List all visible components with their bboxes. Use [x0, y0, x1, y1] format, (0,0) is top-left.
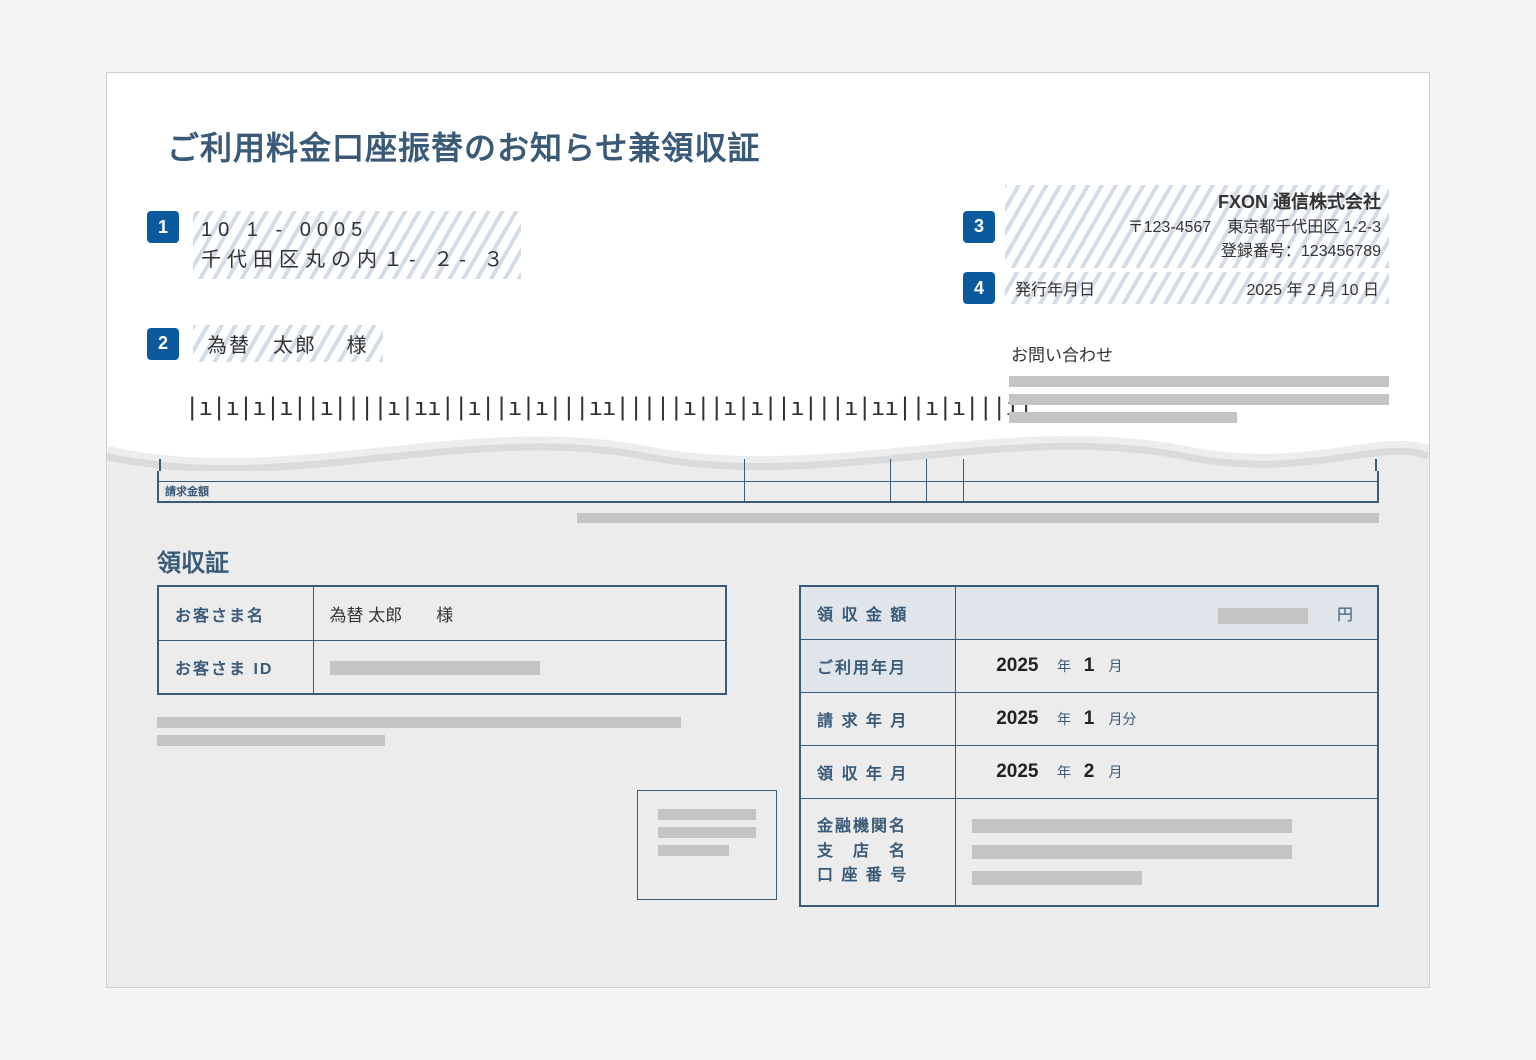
issuer-info: FXON 通信株式会社 〒123-4567 東京都千代田区 1-2-3 登録番号…: [1005, 185, 1389, 268]
issue-date-box: 発行年月日 2025 年 2 月 10 日: [1005, 272, 1389, 304]
marker-1: 1: [147, 211, 179, 243]
redacted-line: [658, 827, 756, 838]
billing-amount-label: 請求金額: [159, 483, 209, 499]
issuer-registration: 登録番号：123456789: [1013, 240, 1381, 264]
recipient-address-block: 1 10 1 - 0005 千代田区丸の内１- ２- ３: [147, 211, 521, 279]
recipient-address-line: 千代田区丸の内１- ２- ３: [201, 245, 509, 275]
redacted-line: [577, 513, 1379, 523]
notes-block: [157, 717, 727, 746]
marker-4: 4: [963, 272, 995, 304]
usage-period-value: 2025 年 1 月: [955, 640, 1378, 693]
receipt-title: 領収証: [157, 543, 229, 578]
contact-block: お問い合わせ: [1009, 341, 1389, 430]
table-row: 領 収 年 月 2025 年 2 月: [800, 746, 1378, 799]
receipt-left-panel: お客さま名 為替 太郎 様 お客さま ID: [157, 585, 727, 753]
issuer-block: 3 FXON 通信株式会社 〒123-4567 東京都千代田区 1-2-3 登録…: [963, 185, 1389, 304]
billing-table-fragment: 請求金額: [157, 471, 1379, 503]
receipt-period-label: 領 収 年 月: [800, 746, 955, 799]
table-row: お客さま名 為替 太郎 様: [158, 586, 726, 641]
issue-date-label: 発行年月日: [1015, 276, 1095, 300]
issuer-company: FXON 通信株式会社: [1013, 189, 1381, 216]
account-number-label: 口 座 番 号: [817, 864, 939, 889]
document-page: ご利用料金口座振替のお知らせ兼領収証 1 10 1 - 0005 千代田区丸の内…: [106, 72, 1430, 988]
contact-label: お問い合わせ: [1009, 341, 1389, 366]
receipt-amount-label: 領 収 金 額: [800, 586, 955, 640]
marker-3: 3: [963, 211, 995, 243]
bank-info-labels: 金融機関名 支 店 名 口 座 番 号: [800, 799, 955, 907]
issuer-address: 〒123-4567 東京都千代田区 1-2-3: [1013, 216, 1381, 240]
usage-period-label: ご利用年月: [800, 640, 955, 693]
billing-period-value: 2025 年 1 月分: [955, 693, 1378, 746]
table-row: お客さま ID: [158, 641, 726, 695]
table-row: 領 収 金 額 円: [800, 586, 1378, 640]
customer-name-value: 為替 太郎 様: [313, 586, 726, 641]
bank-info-values: [955, 799, 1378, 907]
redacted-line: [157, 717, 681, 728]
branch-name-label: 支 店 名: [817, 840, 939, 865]
billing-period-label: 請 求 年 月: [800, 693, 955, 746]
redacted-line: [1009, 376, 1389, 387]
marker-2: 2: [147, 328, 179, 360]
issue-date-row: 4 発行年月日 2025 年 2 月 10 日: [963, 272, 1389, 304]
bank-name-label: 金融機関名: [817, 815, 939, 840]
customer-id-label: お客さま ID: [158, 641, 313, 695]
issuer-info-row: 3 FXON 通信株式会社 〒123-4567 東京都千代田区 1-2-3 登録…: [963, 185, 1389, 268]
receipt-amount-value: 円: [955, 586, 1378, 640]
table-row: 請 求 年 月 2025 年 1 月分: [800, 693, 1378, 746]
customer-id-value: [313, 641, 726, 695]
redacted-line: [157, 735, 385, 746]
redacted-line: [658, 809, 756, 820]
redacted-line: [1009, 412, 1237, 423]
upper-section: ご利用料金口座振替のお知らせ兼領収証 1 10 1 - 0005 千代田区丸の内…: [107, 73, 1429, 453]
redacted-line: [1009, 394, 1389, 405]
yen-unit: 円: [1337, 607, 1353, 624]
recipient-name: 為替 太郎 様: [193, 325, 383, 362]
stamp-box: [637, 790, 777, 900]
recipient-name-block: 2 為替 太郎 様: [147, 325, 383, 362]
table-row: 金融機関名 支 店 名 口 座 番 号: [800, 799, 1378, 907]
issue-date-value: 2025 年 2 月 10 日: [1246, 276, 1379, 300]
recipient-address: 10 1 - 0005 千代田区丸の内１- ２- ３: [193, 211, 521, 279]
receipt-right-panel: 領 収 金 額 円 ご利用年月 2025 年: [799, 585, 1379, 907]
customer-table: お客さま名 為替 太郎 様 お客さま ID: [157, 585, 727, 695]
document-title: ご利用料金口座振替のお知らせ兼領収証: [167, 123, 1369, 169]
customer-name-label: お客さま名: [158, 586, 313, 641]
recipient-postal: 10 1 - 0005: [201, 215, 509, 245]
receipt-table: 領 収 金 額 円 ご利用年月 2025 年: [799, 585, 1379, 907]
table-row: ご利用年月 2025 年 1 月: [800, 640, 1378, 693]
receipt-period-value: 2025 年 2 月: [955, 746, 1378, 799]
postal-barcode: |ı|ı|ı|ı||ı||||ı|ıı||ı||ı|ı|||ıı|||||ı||…: [185, 393, 1032, 421]
redacted-line: [658, 845, 729, 856]
